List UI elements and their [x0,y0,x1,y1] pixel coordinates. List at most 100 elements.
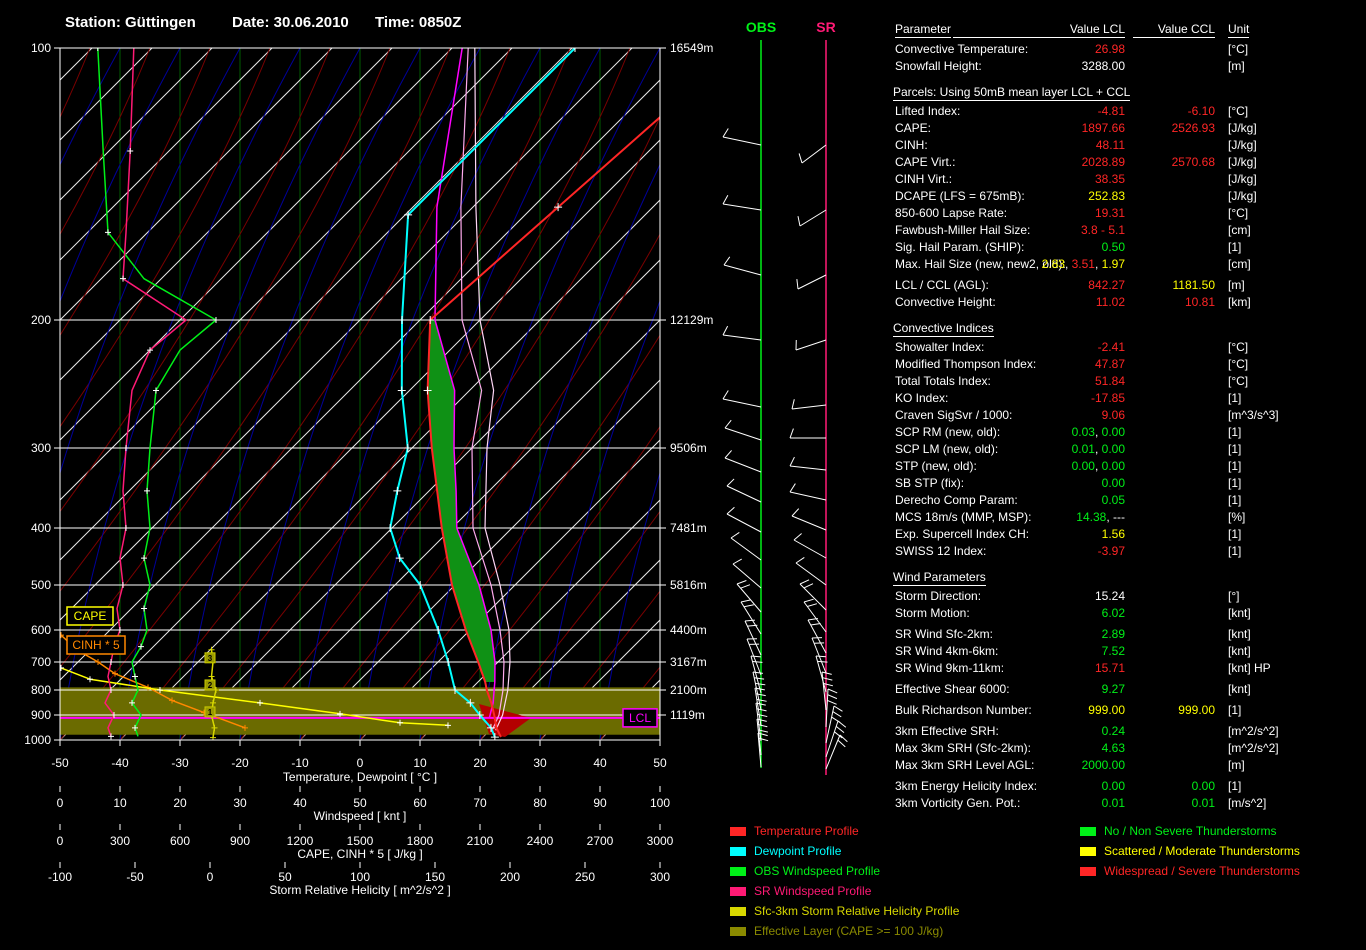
windspeed-axis-tick-label: 90 [593,796,607,810]
param-value-lcl: 2000.00 [953,758,1125,772]
value-segment: 3.8 - 5.1 [1081,223,1125,237]
param-unit: [m] [1228,59,1245,73]
windspeed-axis-tick-label: 20 [173,796,187,810]
value-segment: 0.03 [1072,425,1095,439]
wind-barb-feather [725,450,732,458]
table-row: MCS 18m/s (MMP, MSP):14.38, ---[%] [893,510,1363,527]
profile-marker [108,659,114,665]
altitude-tick-label: 5816m [670,578,707,592]
value-segment: 1.97 [1102,257,1125,271]
altitude-tick-label: 4400m [670,623,707,637]
value-segment: 9.06 [1102,408,1125,422]
table-row: 3km Energy Helicity Index:0.000.00[1] [893,779,1363,796]
param-value-lcl: -2.41 [953,340,1125,354]
value-segment: 0.00 [1102,779,1125,793]
cape-axis-tick-label: 600 [170,834,190,848]
wind-barb-feather [741,585,750,589]
param-unit: [°C] [1228,374,1248,388]
table-row: Total Totals Index:51.84[°C] [893,374,1363,391]
table-header-row: ParameterValue LCLValue CCLUnit [893,22,1363,39]
param-value-lcl: 3.8 - 5.1 [953,223,1125,237]
table-row: Storm Direction:15.24[°] [893,589,1363,606]
wind-barb-feather [758,738,768,741]
param-value-ccl: -6.10 [1133,104,1215,118]
param-value-lcl: 47.87 [953,357,1125,371]
param-value-lcl: 1.56 [953,527,1125,541]
param-value-lcl: -17.85 [953,391,1125,405]
wind-barb-feather [834,732,842,738]
param-value-lcl: 38.35 [953,172,1125,186]
param-unit: [%] [1228,510,1245,524]
table-row: Max 3km SRH Level AGL:2000.00[m] [893,758,1363,775]
param-label: CAPE: [895,121,931,135]
wind-barb [731,538,761,560]
profile-marker [404,444,412,452]
pressure-tick-label: 500 [31,578,51,592]
legend-item: No / Non Severe Thunderstorms [1080,821,1300,841]
altitude-tick-label: 16549m [670,41,713,55]
value-segment: 1897.66 [1082,121,1125,135]
param-value-lcl: 0.01 [953,796,1125,810]
wind-barb-feather [798,216,800,226]
profile-marker [141,555,147,561]
wind-barb [796,563,826,585]
wind-barb-feather [725,420,731,428]
wind-barb [792,405,826,409]
param-value-ccl: 0.00 [1133,779,1215,793]
value-segment: , [1095,442,1102,456]
wind-barb-feather [744,605,754,607]
col-parameter: Parameter [895,22,951,38]
legend-swatch [730,907,746,916]
profile-marker [58,665,64,671]
param-unit: [J/kg] [1228,189,1257,203]
moist-adiabat-line [720,48,890,740]
param-value-lcl: 0.01, 0.00 [953,442,1125,456]
value-segment: 0.05 [1102,493,1125,507]
wind-barb-feather [828,695,837,699]
altitude-tick-label: 9506m [670,441,707,455]
temperature-axis-tick-label: -20 [231,756,249,770]
wind-barb [800,210,826,226]
profile-marker [123,525,129,531]
isotherm-line [300,48,890,740]
wind-barb-feather [751,656,761,657]
altitude-tick-label: 7481m [670,521,707,535]
wind-barb [796,340,826,350]
param-unit: [J/kg] [1228,155,1257,169]
value-segment: 2028.89 [1082,155,1125,169]
table-row: DCAPE (LFS = 675mB):252.83[J/kg] [893,189,1363,206]
srh-axis-axis-title: Storm Relative Helicity [ m^2/s^2 ] [269,883,450,897]
param-unit: [1] [1228,476,1241,490]
srh-axis-tick-label: 100 [350,870,370,884]
temperature-axis-tick-label: -50 [51,756,69,770]
lcl-label: LCL [623,709,657,727]
wind-barb-feather [790,429,793,438]
moist-adiabat-line [840,48,890,740]
param-value-ccl: 2570.68 [1133,155,1215,169]
wind-barb-feather [727,479,734,486]
value-segment: -2.41 [1098,340,1125,354]
value-segment: 999.00 [1088,703,1125,717]
param-value-lcl: 2.89 [953,627,1125,641]
value-segment: -3.97 [1098,544,1125,558]
legend-item: Effective Layer (CAPE >= 100 J/kg) [730,921,959,941]
param-value-lcl: 2.83, 3.51, 1.97 [953,257,1125,271]
value-segment: 842.27 [1088,278,1125,292]
temperature-axis-tick-label: 20 [473,756,487,770]
param-unit: [1] [1228,391,1241,405]
table-row: Storm Motion:6.02[knt] [893,606,1363,623]
wind-barb-feather [828,689,837,693]
temperature-axis-tick-label: 40 [593,756,607,770]
param-value-lcl: 14.38, --- [953,510,1125,524]
moist-adiabat-line [600,48,840,740]
value-segment: -17.85 [1091,391,1125,405]
param-unit: [m^2/s^2] [1228,741,1279,755]
windspeed-axis-tick-label: 50 [353,796,367,810]
param-value-ccl: 10.81 [1133,295,1215,309]
legend-item: Scattered / Moderate Thunderstorms [1080,841,1300,861]
wind-barb [723,204,761,210]
param-value-lcl: 15.24 [953,589,1125,603]
skewt-diagram: 123CAPECINH * 5LCL10016549m20012129m3009… [0,0,890,950]
value-segment: 2.83 [1042,257,1065,271]
table-row: Convective Height:11.0210.81[km] [893,295,1363,312]
